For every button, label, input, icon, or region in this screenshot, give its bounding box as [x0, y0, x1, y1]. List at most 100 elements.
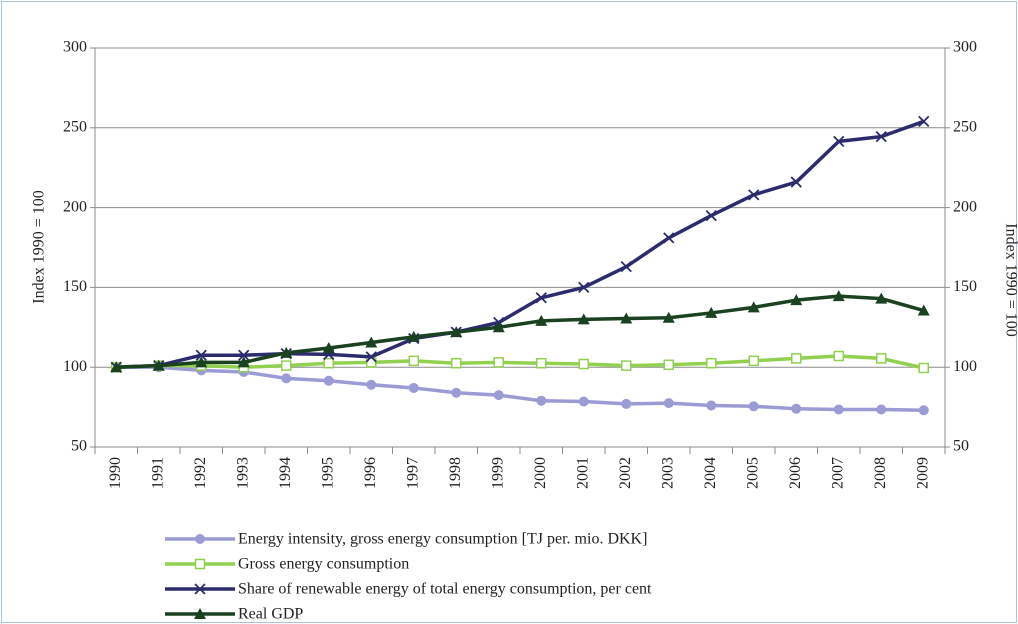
- legend-label: Energy intensity, gross energy consumpti…: [238, 531, 647, 548]
- data-point: [620, 261, 632, 273]
- data-point: [152, 359, 165, 371]
- legend-marker: [194, 608, 206, 619]
- legend-symbol: [194, 583, 206, 595]
- data-point: [918, 405, 929, 416]
- data-point: [876, 353, 887, 364]
- data-point: [408, 355, 419, 367]
- data-point: [663, 398, 674, 409]
- data-point: [705, 306, 718, 318]
- x-tick-label: 2000: [532, 457, 549, 489]
- legend-item: Real GDP: [165, 606, 303, 623]
- data-point: [663, 232, 675, 244]
- data-point: [536, 357, 547, 369]
- data-point: [365, 336, 378, 348]
- legend-symbol: [195, 534, 205, 544]
- legend-label: Gross energy consumption: [238, 556, 409, 573]
- data-point: [578, 281, 590, 294]
- data-point: [238, 349, 250, 361]
- y2-tick-label: 200: [953, 198, 977, 215]
- x-tick-label: 1992: [192, 457, 209, 489]
- data-point: [833, 404, 844, 415]
- data-point: [195, 349, 207, 361]
- x-tick-label: 1999: [489, 457, 506, 489]
- data-point: [323, 357, 334, 369]
- y2-axis-label: Index 1990 = 100: [1002, 223, 1018, 336]
- data-point: [281, 373, 292, 384]
- legend-marker: [194, 583, 206, 595]
- legend-item: Energy intensity, gross energy consumpti…: [165, 531, 647, 548]
- data-point: [110, 361, 123, 373]
- data-point: [621, 360, 632, 371]
- legend-symbol: [194, 558, 206, 570]
- data-point: [323, 375, 334, 386]
- data-point: [706, 357, 717, 369]
- x-tick-label: 2006: [787, 457, 804, 489]
- data-point: [365, 351, 377, 363]
- data-point: [535, 314, 548, 326]
- data-point: [451, 387, 462, 398]
- y2-tick-label: 50: [953, 438, 969, 455]
- y-tick-label: 50: [71, 438, 87, 455]
- y2-tick-label: 300: [953, 39, 977, 56]
- x-tick-label: 2003: [659, 457, 676, 489]
- data-point: [662, 311, 675, 323]
- data-point: [450, 326, 463, 338]
- data-point: [832, 290, 845, 302]
- data-point: [493, 390, 504, 401]
- data-point: [493, 357, 504, 368]
- data-point: [875, 292, 888, 304]
- data-point: [790, 294, 803, 306]
- data-point: [791, 403, 802, 414]
- data-point: [621, 398, 632, 409]
- data-point: [451, 357, 462, 369]
- series-line: [116, 365, 924, 413]
- data-point: [281, 360, 292, 371]
- x-tick-label: 1994: [277, 457, 294, 489]
- data-point: [577, 313, 590, 325]
- y2-tick-label: 150: [953, 278, 977, 295]
- data-point: [366, 379, 377, 390]
- legend-marker: [195, 534, 205, 544]
- x-tick-label: 2007: [829, 457, 846, 489]
- x-tick-label: 2009: [914, 457, 931, 489]
- data-point: [408, 382, 419, 393]
- data-point: [705, 209, 717, 222]
- series-line: [116, 294, 925, 369]
- data-point: [195, 356, 208, 368]
- y2-tick-label: 100: [953, 358, 977, 375]
- y2-tick-label: 250: [953, 118, 977, 135]
- legend-symbol: [194, 608, 206, 619]
- x-tick-label: 1996: [362, 457, 379, 489]
- data-point: [237, 356, 250, 368]
- y-tick-label: 150: [63, 278, 87, 295]
- y-tick-label: 250: [63, 118, 87, 135]
- legend-label: Real GDP: [238, 606, 303, 623]
- legend-marker: [194, 558, 206, 570]
- y-axis-label: Index 1990 = 100: [31, 190, 48, 303]
- data-point: [706, 400, 717, 411]
- data-point: [875, 130, 887, 143]
- series-line: [116, 119, 925, 369]
- legend-item: Share of renewable energy of total energ…: [165, 581, 652, 598]
- data-point: [748, 355, 759, 367]
- data-point: [918, 115, 930, 128]
- data-point: [747, 301, 760, 313]
- data-point: [578, 396, 589, 407]
- x-tick-label: 2004: [702, 457, 719, 489]
- y-tick-label: 300: [63, 39, 87, 56]
- legend-item: Gross energy consumption: [165, 556, 409, 573]
- data-point: [748, 401, 759, 412]
- y-tick-label: 200: [63, 198, 87, 215]
- y-tick-label: 100: [63, 358, 87, 375]
- data-point: [790, 176, 802, 188]
- data-point: [833, 135, 845, 148]
- data-point: [876, 404, 887, 415]
- x-tick-label: 1990: [107, 457, 124, 489]
- data-point: [407, 330, 420, 342]
- data-point: [791, 353, 802, 364]
- series-line: [116, 354, 925, 370]
- x-tick-label: 1995: [319, 457, 336, 489]
- x-tick-label: 2008: [872, 457, 889, 489]
